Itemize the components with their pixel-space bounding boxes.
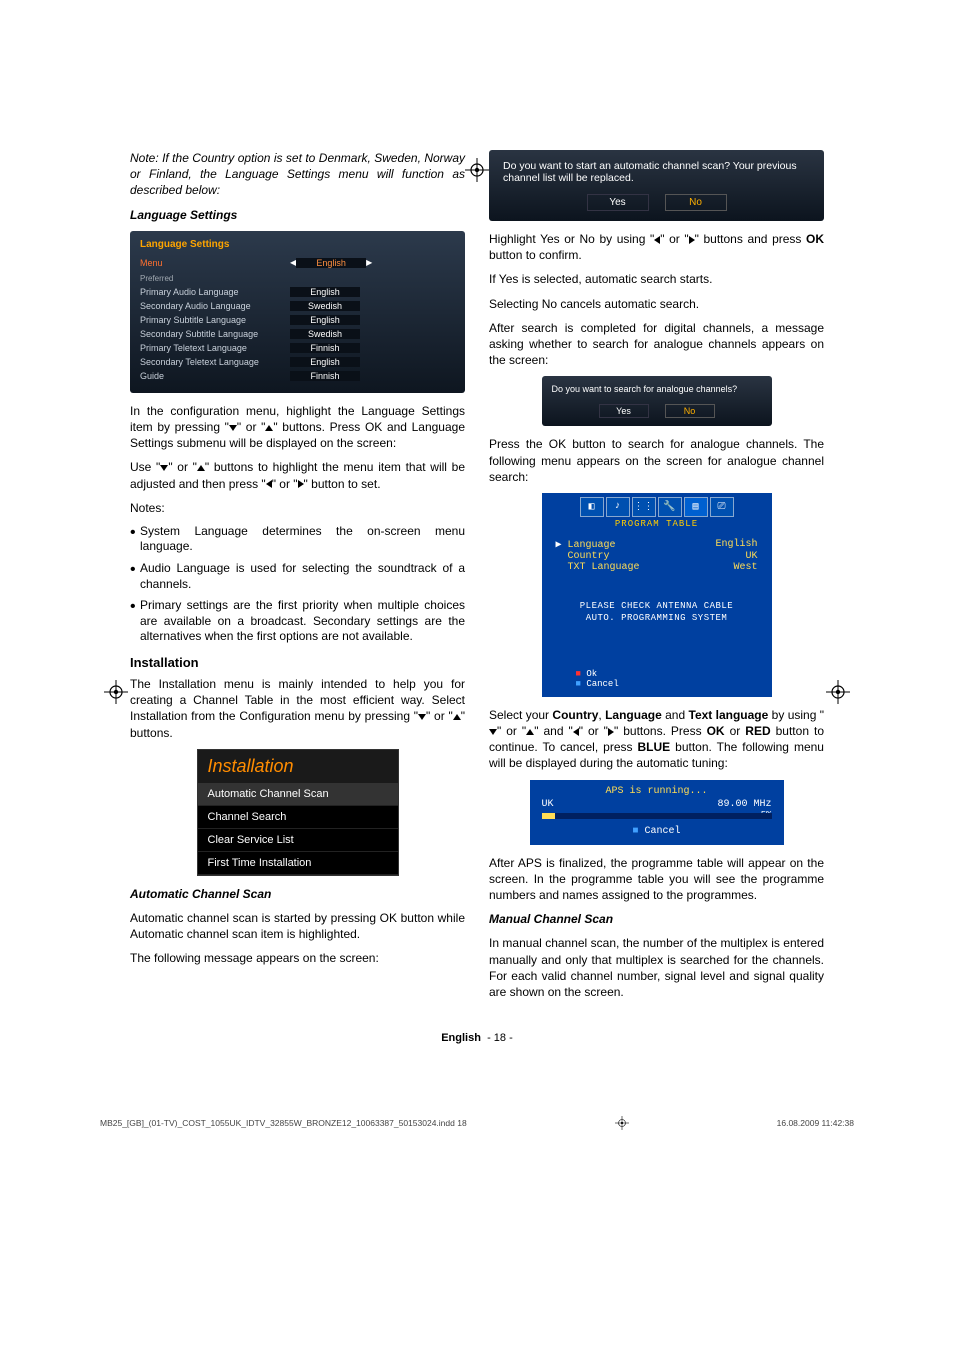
dialog-text: Do you want to start an automatic channe… — [503, 160, 810, 184]
dialog-no-button: No — [665, 404, 715, 418]
langbox-row-label: Secondary Subtitle Language — [140, 329, 290, 339]
langbox-row-value: English — [290, 287, 360, 297]
auto-channel-scan-heading: Automatic Channel Scan — [130, 886, 465, 902]
dialog-yes-button: Yes — [587, 194, 649, 211]
langbox-menu-value: English — [296, 258, 366, 268]
print-metadata-line: MB25_[GB]_(01-TV)_COST_1055UK_IDTV_32855… — [0, 1084, 954, 1130]
prog-row-value: English — [715, 539, 757, 551]
body-text: After search is completed for digital ch… — [489, 320, 824, 369]
body-text: The Installation menu is mainly intended… — [130, 676, 465, 741]
notes-label: Notes: — [130, 500, 465, 516]
body-text: Selecting No cancels automatic search. — [489, 296, 824, 312]
manual-channel-scan-heading: Manual Channel Scan — [489, 911, 824, 927]
print-timestamp: 16.08.2009 11:42:38 — [777, 1118, 854, 1130]
langbox-row-label: Primary Subtitle Language — [140, 315, 290, 325]
prog-row-value: UK — [745, 551, 757, 562]
langbox-menu-label: Menu — [140, 258, 290, 268]
langbox-row-value: Finnish — [290, 343, 360, 353]
prog-cancel: Cancel — [576, 679, 758, 689]
langbox-row-label: Secondary Audio Language — [140, 301, 290, 311]
body-text: In the configuration menu, highlight the… — [130, 403, 465, 452]
install-menu-item: Automatic Channel Scan — [198, 783, 398, 806]
note-text: Note: If the Country option is set to De… — [130, 150, 465, 199]
body-text: If Yes is selected, automatic search sta… — [489, 271, 824, 287]
auto-scan-dialog: Do you want to start an automatic channe… — [489, 150, 824, 221]
prog-msg: PLEASE CHECK ANTENNA CABLE — [556, 601, 758, 611]
langbox-row-label: Secondary Teletext Language — [140, 357, 290, 367]
tab-icon: ⋮⋮ — [632, 497, 656, 517]
langbox-row-label: Guide — [140, 371, 290, 381]
tab-icon: ⎚ — [710, 497, 734, 517]
langbox-row-value: Swedish — [290, 329, 360, 339]
page-footer: English - 18 - — [130, 1032, 824, 1044]
analogue-search-dialog: Do you want to search for analogue chann… — [542, 376, 772, 426]
install-menu-title: Installation — [198, 750, 398, 783]
prog-msg: AUTO. PROGRAMMING SYSTEM — [556, 613, 758, 623]
aps-freq: 89.00 MHz — [717, 799, 771, 810]
dialog-yes-button: Yes — [599, 404, 649, 418]
program-table-title: PROGRAM TABLE — [542, 517, 772, 533]
right-arrow-icon: ▶ — [366, 258, 372, 267]
prog-ok: Ok — [576, 669, 758, 679]
registration-mark-bottom — [615, 1116, 629, 1130]
body-text: After APS is finalized, the programme ta… — [489, 855, 824, 904]
bullet-item: •Primary settings are the first priority… — [130, 598, 465, 645]
langbox-row-value: Swedish — [290, 301, 360, 311]
langbox-title: Language Settings — [140, 239, 455, 250]
body-text: Press the OK button to search for analog… — [489, 436, 824, 485]
tab-icon: ♪ — [606, 497, 630, 517]
bullet-item: •Audio Language is used for selecting th… — [130, 561, 465, 592]
up-triangle-icon — [197, 465, 205, 471]
prog-row-label: TXT Language — [556, 562, 640, 573]
installation-menu-screenshot: Installation Automatic Channel Scan Chan… — [197, 749, 399, 876]
langbox-row-value: English — [290, 357, 360, 367]
print-filename: MB25_[GB]_(01-TV)_COST_1055UK_IDTV_32855… — [100, 1118, 467, 1130]
down-triangle-icon — [229, 425, 237, 431]
up-triangle-icon — [526, 729, 534, 735]
body-text: Select your Country, Language and Text l… — [489, 707, 824, 772]
aps-country: UK — [542, 799, 554, 810]
langbox-preferred-label: Preferred — [140, 274, 455, 283]
prog-row-label: Country — [556, 551, 610, 562]
dialog-text: Do you want to search for analogue chann… — [552, 384, 762, 394]
langbox-row-label: Primary Teletext Language — [140, 343, 290, 353]
install-menu-item: Clear Service List — [198, 829, 398, 852]
aps-title: APS is running... — [542, 786, 772, 797]
langbox-row-value: English — [290, 315, 360, 325]
down-triangle-icon — [489, 729, 497, 735]
program-table-screenshot: ◧ ♪ ⋮⋮ 🔧 ▤ ⎚ PROGRAM TABLE Language Engli… — [542, 493, 772, 697]
aps-progress-bar — [542, 813, 772, 819]
up-triangle-icon — [453, 714, 461, 720]
down-triangle-icon — [418, 714, 426, 720]
langbox-row-value: Finnish — [290, 371, 360, 381]
bullet-item: •System Language determines the on-scree… — [130, 524, 465, 555]
body-text: Highlight Yes or No by using "" or "" bu… — [489, 231, 824, 263]
language-settings-screenshot: Language Settings Menu ◀ English ▶ Prefe… — [130, 231, 465, 393]
body-text: Automatic channel scan is started by pre… — [130, 910, 465, 942]
prog-row-label: Language — [556, 539, 616, 551]
install-menu-item: First Time Installation — [198, 852, 398, 875]
body-text: In manual channel scan, the number of th… — [489, 935, 824, 1000]
tab-icon: ◧ — [580, 497, 604, 517]
installation-heading: Installation — [130, 655, 465, 670]
language-settings-heading: Language Settings — [130, 207, 465, 223]
dialog-no-button: No — [665, 194, 727, 211]
tab-icon: 🔧 — [658, 497, 682, 517]
install-menu-item: Channel Search — [198, 806, 398, 829]
prog-row-value: West — [733, 562, 757, 573]
aps-running-screenshot: APS is running... UK89.00 MHz 5% Cancel — [530, 780, 784, 845]
langbox-row-label: Primary Audio Language — [140, 287, 290, 297]
tab-icon: ▤ — [684, 497, 708, 517]
body-text: Use "" or "" buttons to highlight the me… — [130, 459, 465, 491]
body-text: The following message appears on the scr… — [130, 950, 465, 966]
aps-cancel: Cancel — [542, 826, 772, 837]
